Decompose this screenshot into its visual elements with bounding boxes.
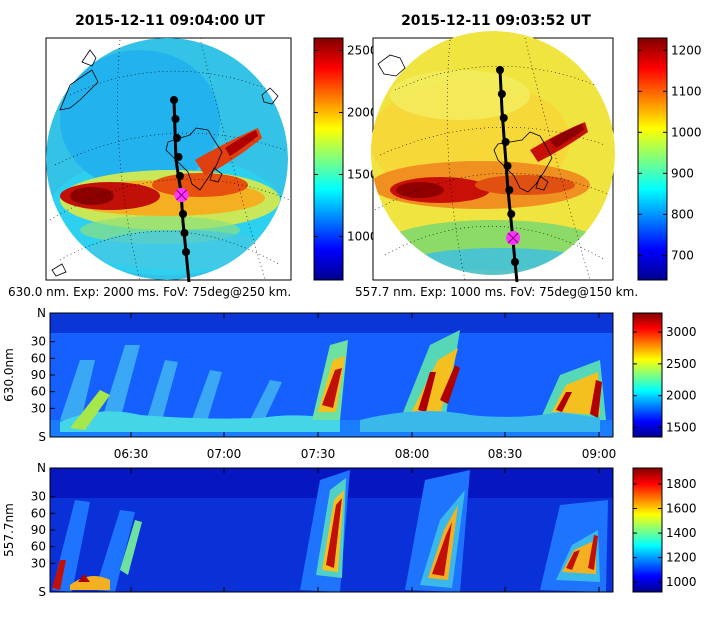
keogram-557-ylabel: 557.7nm	[2, 503, 16, 557]
track-point	[497, 90, 506, 98]
colorbar-tick-label: 700	[671, 248, 694, 262]
colorbar-557: 700 800 900 1000 1100 1200	[637, 37, 702, 281]
track-point	[499, 114, 508, 122]
y-tick-label: S	[38, 430, 46, 444]
keogram-630-ylabel: 630.0nm	[2, 348, 16, 402]
y-tick-label: S	[38, 585, 46, 599]
x-tick-label: 07:30	[301, 447, 336, 461]
colorbar-tick-label: 1000	[347, 230, 378, 244]
colorbar-tick-label: 1500	[666, 420, 697, 434]
track-point	[505, 186, 514, 194]
footprint-marker-cross	[507, 232, 519, 244]
y-tick-label: 90	[31, 523, 46, 537]
colorbar-tick-label: 2500	[666, 357, 697, 371]
keogram-557-axes: N 30 60 90 60 30 S	[31, 461, 600, 599]
colorbar-tick-label: 2000	[347, 105, 378, 119]
x-tick-label: 07:00	[207, 447, 242, 461]
colorbar-630: 1000 1500 2000 2500	[313, 37, 378, 281]
y-tick-label: 30	[31, 556, 46, 570]
track-point	[170, 96, 178, 104]
x-tick-label: 06:30	[114, 447, 149, 461]
allsky-image-630	[45, 37, 292, 281]
y-tick-label: 60	[31, 385, 46, 399]
y-tick-label: 90	[31, 368, 46, 382]
y-tick-label: 60	[31, 506, 46, 520]
footprint-marker-cross	[176, 189, 187, 201]
colorbar-tick-label: 2500	[347, 43, 378, 57]
track-point	[501, 138, 510, 146]
y-tick-label: 30	[31, 490, 46, 504]
panel-a-title: 2015-12-11 09:04:00 UT	[75, 13, 265, 29]
y-tick-label: 60	[31, 351, 46, 365]
colorbar-tick-label: 1200	[666, 551, 697, 565]
track-point	[511, 258, 519, 266]
x-tick-label: 08:00	[395, 447, 430, 461]
colorbar-keogram-557: 1000 1200 1400 1600 1800	[632, 467, 697, 593]
panel-a-caption: 630.0 nm. Exp: 2000 ms. FoV: 75deg@250 k…	[8, 285, 291, 299]
y-tick-label: N	[37, 461, 46, 475]
satellite-track-630	[170, 96, 191, 283]
colorbar-tick-label: 3000	[666, 325, 697, 339]
colorbar-tick-label: 1600	[666, 502, 697, 516]
colorbar-tick-label: 1000	[666, 575, 697, 589]
track-point	[180, 229, 189, 237]
colorbar-tick-label: 1200	[671, 43, 702, 57]
colorbar-tick-label: 1400	[666, 526, 697, 540]
x-tick-label: 08:30	[488, 447, 523, 461]
colorbar-tick-label: 1000	[671, 125, 702, 139]
track-point	[503, 162, 512, 170]
track-point	[176, 172, 184, 180]
colorbar-tick-label: 1500	[347, 168, 378, 182]
colorbar-tick-label: 1800	[666, 477, 697, 491]
colorbar-keogram-630: 1500 2000 2500 3000	[632, 312, 697, 438]
panel-b-caption: 557.7 nm. Exp: 1000 ms. FoV: 75deg@150 k…	[355, 285, 638, 299]
colorbar-tick-label: 2000	[666, 389, 697, 403]
y-tick-label: N	[37, 306, 46, 320]
track-point	[496, 66, 504, 74]
panel-b-title: 2015-12-11 09:03:52 UT	[401, 13, 591, 29]
colorbar-tick-label: 900	[671, 166, 694, 180]
track-point	[171, 115, 180, 123]
y-tick-label: 60	[31, 540, 46, 554]
keogram-630	[49, 312, 614, 438]
satellite-track-557	[496, 66, 521, 283]
track-point	[182, 248, 190, 256]
track-point	[174, 153, 183, 161]
keogram-630-axes: N 30 60 90 60 30 S 06:30 07:00 07:30 08:00 08:30 09:…	[31, 306, 617, 461]
track-point	[507, 210, 516, 218]
track-point	[179, 210, 187, 218]
keogram-557	[49, 467, 614, 593]
x-tick-label: 09:00	[582, 447, 617, 461]
track-point	[173, 134, 181, 142]
colorbar-tick-label: 800	[671, 207, 694, 221]
y-tick-label: 30	[31, 335, 46, 349]
allsky-image-557	[371, 31, 615, 281]
colorbar-tick-label: 1100	[671, 84, 702, 98]
y-tick-label: 30	[31, 401, 46, 415]
